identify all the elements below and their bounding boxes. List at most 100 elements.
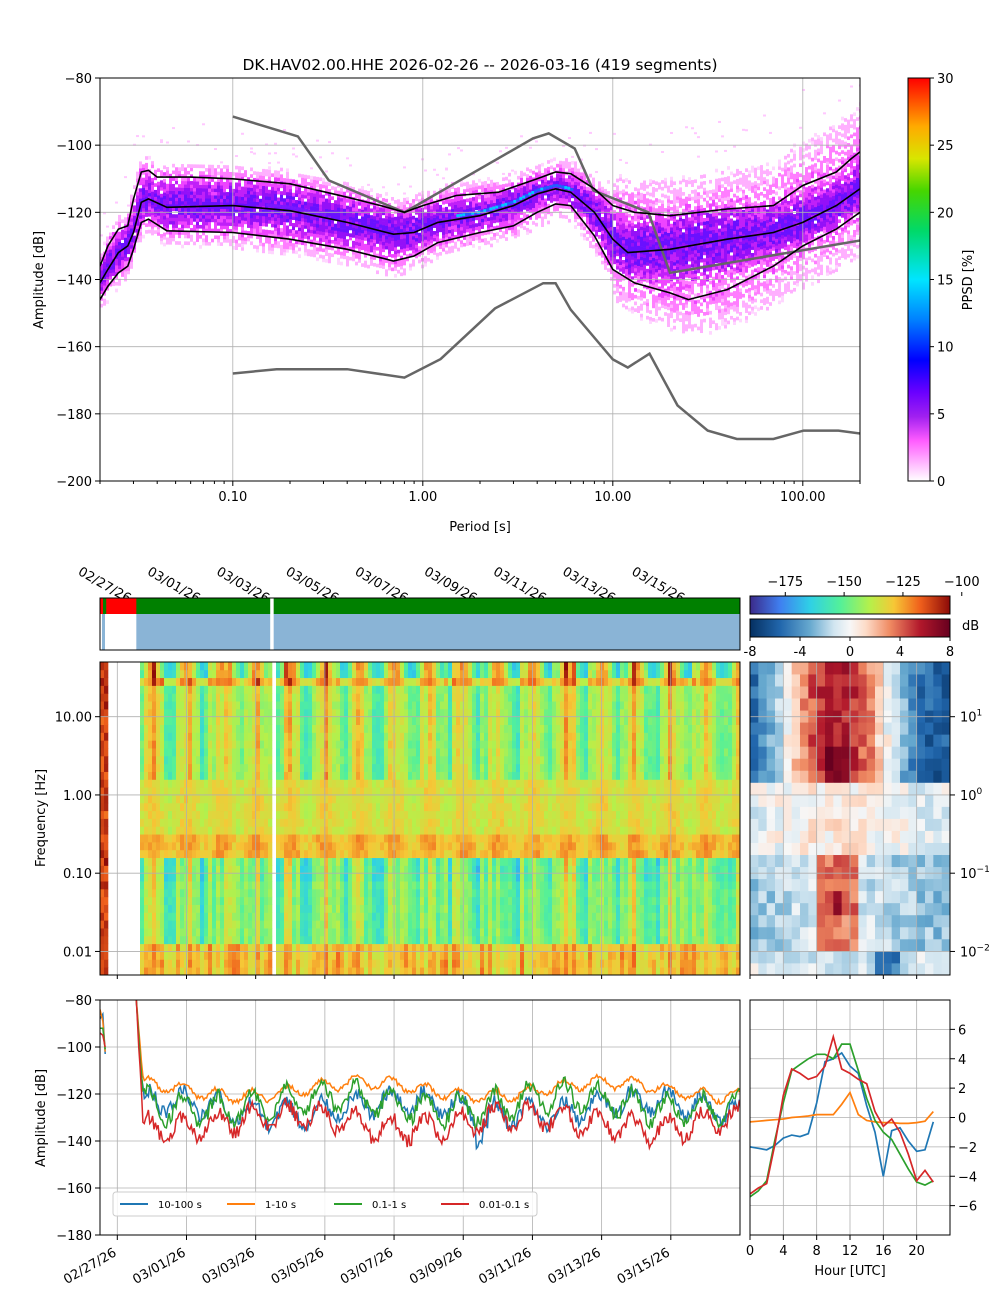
ppsd-lines — [100, 115, 860, 441]
timeseries-line-1-10 s — [100, 1000, 740, 1106]
diurnal-bands-xlabel: Hour [UTC] — [814, 1264, 885, 1279]
diurnal-bands-ytick-label: 4 — [958, 1053, 966, 1068]
timeseries-xtick-label: 03/05/26 — [269, 1245, 327, 1287]
timeseries-ytick-label: −180 — [56, 1229, 92, 1244]
ppsd-ytick-label: −180 — [56, 408, 92, 423]
diurnal-bands-xtick-label: 20 — [908, 1244, 925, 1259]
ppsd-xtick-label: 100.00 — [780, 490, 826, 505]
diurnal-colorbar-tick-label: 8 — [946, 645, 954, 660]
diurnal-spectrogram-image — [750, 662, 950, 975]
spectrogram-ticks: 10.00 1.00 0.10 0.01 — [55, 711, 672, 979]
legend-label: 10-100 s — [158, 1200, 202, 1211]
availability-coverage-bar — [102, 614, 105, 650]
timeseries-ytick-label: −160 — [56, 1182, 92, 1197]
diurnal-ytick-label: 10−1 — [960, 865, 990, 882]
spectrogram-colorbar-ticks: −175 −150 −125 −100 — [767, 575, 980, 596]
ppsd-ytick-label: −140 — [56, 274, 92, 289]
ppsd-line-percentile-50 — [100, 187, 860, 284]
timeseries-xtick-label: 03/01/26 — [130, 1245, 188, 1287]
timeseries-xtick-label: 03/13/26 — [546, 1245, 604, 1287]
spectrogram-ytick-label: 0.10 — [63, 867, 92, 882]
timeseries-ytick-label: −80 — [65, 994, 92, 1009]
diurnal-ytick-label: 101 — [960, 709, 982, 726]
availability-gap-mark — [270, 598, 274, 614]
diurnal-bands-line-10-100 s — [750, 1051, 935, 1177]
diurnal-bands-ytick-label: −6 — [958, 1200, 977, 1215]
spectrogram-colorbar-tick-label: −125 — [885, 575, 921, 590]
ppsd-xlabel: Period [s] — [449, 520, 511, 535]
ppsd-xtick-label: 0.10 — [218, 490, 247, 505]
availability-gap-bar — [106, 598, 137, 614]
availability-gap-mark — [270, 614, 274, 650]
timeseries-line-10-100 s — [100, 1000, 740, 1151]
diurnal-bands-ytick-label: −4 — [958, 1170, 977, 1185]
spectrogram-colorbar-tick-label: −100 — [944, 575, 980, 590]
spectrogram-colorbar-tick-label: −150 — [826, 575, 862, 590]
diurnal-colorbar-tick-label: 4 — [896, 645, 904, 660]
diurnal-colorbar-label: dB — [962, 619, 979, 634]
timeseries-line-0.1-1 s — [100, 1000, 740, 1132]
ppsd-colorbar-ticks: 0 5 10 15 20 25 30 — [930, 72, 954, 490]
timeseries-xtick-label: 03/11/26 — [476, 1245, 534, 1287]
ppsd-colorbar-tick-label: 0 — [937, 475, 945, 490]
ppsd-line-percentile-90 — [100, 151, 860, 267]
ppsd-line-nhnm — [232, 115, 860, 275]
ppsd-colorbar-tick-label: 10 — [937, 341, 954, 356]
diurnal-colorbar-tick-label: 0 — [846, 645, 854, 660]
band-timeseries-frame — [99, 999, 741, 1236]
diurnal-colorbar — [749, 618, 951, 638]
ppsd-xtick-label: 10.00 — [594, 490, 631, 505]
diurnal-bands-xtick-label: 16 — [875, 1244, 892, 1259]
spectrogram-image — [100, 662, 740, 975]
ppsd-ytick-label: −160 — [56, 341, 92, 356]
band-legend: 10-100 s 1-10 s 0.1-1 s 0.01-0.1 s — [112, 1191, 538, 1217]
timeseries-ytick-label: −120 — [56, 1088, 92, 1103]
timeseries-ytick-label: −100 — [56, 1041, 92, 1056]
diurnal-ytick-label: 10−2 — [960, 943, 990, 960]
ppsd-line-nlnm — [232, 281, 860, 441]
timeseries-xtick-label: 03/07/26 — [338, 1245, 396, 1287]
timeseries-line-0.01-0.1 s — [100, 1000, 740, 1151]
diurnal-bands-xtick-label: 8 — [813, 1244, 821, 1259]
timeseries-xtick-label: 03/09/26 — [407, 1245, 465, 1287]
legend-box — [112, 1191, 538, 1217]
diurnal-spectrogram-grid — [749, 662, 950, 975]
ppsd-title: DK.HAV02.00.HHE 2026-02-26 -- 2026-03-16… — [242, 56, 717, 74]
spectrogram-colorbar — [749, 595, 951, 615]
data-availability-strip — [100, 598, 740, 650]
availability-frame — [99, 597, 741, 651]
ppsd-density-cloud — [100, 84, 860, 335]
spectrogram-colorbar-tick-label: −175 — [767, 575, 803, 590]
diurnal-bands-ytick-label: 6 — [958, 1023, 966, 1038]
spectrogram-ytick-label: 10.00 — [55, 711, 92, 726]
diurnal-bands-line-0.01-0.1 s — [750, 1033, 934, 1195]
band-timeseries-lines — [100, 1000, 740, 1151]
diurnal-bands-xtick-label: 12 — [842, 1244, 859, 1259]
ppsd-xtick-label: 1.00 — [408, 490, 437, 505]
diurnal-bands-ytick-label: 2 — [958, 1082, 966, 1097]
band-timeseries-ylabel: Amplitude [dB] — [34, 1069, 49, 1167]
diurnal-colorbar-tick-label: -8 — [744, 645, 757, 660]
availability-gap-bar — [100, 598, 103, 614]
legend-label: 1-10 s — [265, 1200, 296, 1211]
ppsd-line-percentile-10 — [100, 203, 860, 301]
diurnal-bands-xtick-label: 0 — [746, 1244, 754, 1259]
diurnal-bands-lines — [750, 1033, 935, 1198]
spectrogram-frame — [99, 661, 741, 976]
ppsd-ytick-label: −200 — [56, 475, 92, 490]
diurnal-bands-ytick-label: −2 — [958, 1141, 977, 1156]
spectrogram-grid — [100, 662, 740, 975]
ppsd-colorbar-tick-label: 15 — [937, 274, 954, 289]
ppsd-colorbar-tick-label: 30 — [937, 72, 954, 87]
availability-coverage-bar — [136, 614, 740, 650]
timeseries-xtick-label: 03/15/26 — [615, 1245, 673, 1287]
ppsd-colorbar — [907, 77, 931, 482]
diurnal-bands-line-1-10 s — [750, 1090, 934, 1125]
ppsd-colorbar-tick-label: 20 — [937, 206, 954, 221]
legend-label: 0.01-0.1 s — [479, 1200, 529, 1211]
spectrogram-ylabel: Frequency [Hz] — [34, 769, 49, 867]
ppsd-ytick-label: −100 — [56, 139, 92, 154]
ppsd-colorbar-tick-label: 5 — [937, 408, 945, 423]
